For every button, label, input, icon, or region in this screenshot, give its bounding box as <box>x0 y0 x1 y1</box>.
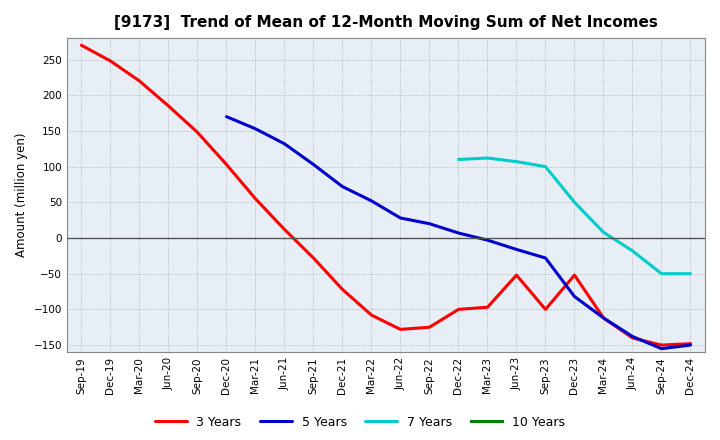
5 Years <box>396 215 405 220</box>
5 Years <box>454 231 463 236</box>
3 Years <box>309 255 318 260</box>
Title: [9173]  Trend of Mean of 12-Month Moving Sum of Net Incomes: [9173] Trend of Mean of 12-Month Moving … <box>114 15 658 30</box>
5 Years <box>483 238 492 243</box>
3 Years <box>541 307 550 312</box>
5 Years <box>686 342 695 348</box>
3 Years <box>367 312 376 318</box>
3 Years <box>222 162 230 167</box>
5 Years <box>367 198 376 204</box>
5 Years <box>657 346 666 351</box>
3 Years <box>483 304 492 310</box>
5 Years <box>309 162 318 167</box>
5 Years <box>338 184 347 189</box>
3 Years <box>106 59 114 64</box>
7 Years <box>628 248 636 253</box>
3 Years <box>280 227 289 232</box>
5 Years <box>280 141 289 147</box>
3 Years <box>338 287 347 292</box>
7 Years <box>657 271 666 276</box>
3 Years <box>251 196 260 202</box>
7 Years <box>454 157 463 162</box>
Y-axis label: Amount (million yen): Amount (million yen) <box>15 133 28 257</box>
7 Years <box>686 271 695 276</box>
7 Years <box>599 230 608 235</box>
3 Years <box>686 341 695 346</box>
5 Years <box>599 315 608 321</box>
5 Years <box>541 255 550 260</box>
3 Years <box>164 103 173 109</box>
7 Years <box>541 164 550 169</box>
3 Years <box>657 342 666 348</box>
Legend: 3 Years, 5 Years, 7 Years, 10 Years: 3 Years, 5 Years, 7 Years, 10 Years <box>150 411 570 434</box>
5 Years <box>512 247 521 252</box>
Line: 7 Years: 7 Years <box>459 158 690 274</box>
Line: 5 Years: 5 Years <box>226 117 690 348</box>
3 Years <box>425 325 433 330</box>
3 Years <box>193 130 202 135</box>
3 Years <box>599 315 608 321</box>
5 Years <box>251 126 260 132</box>
7 Years <box>483 155 492 161</box>
3 Years <box>396 327 405 332</box>
7 Years <box>570 200 579 205</box>
5 Years <box>425 221 433 226</box>
3 Years <box>135 78 144 84</box>
7 Years <box>512 159 521 164</box>
5 Years <box>628 334 636 339</box>
3 Years <box>512 272 521 278</box>
3 Years <box>77 43 86 48</box>
3 Years <box>628 335 636 341</box>
3 Years <box>454 307 463 312</box>
3 Years <box>570 272 579 278</box>
5 Years <box>222 114 230 119</box>
5 Years <box>570 294 579 299</box>
Line: 3 Years: 3 Years <box>81 45 690 345</box>
